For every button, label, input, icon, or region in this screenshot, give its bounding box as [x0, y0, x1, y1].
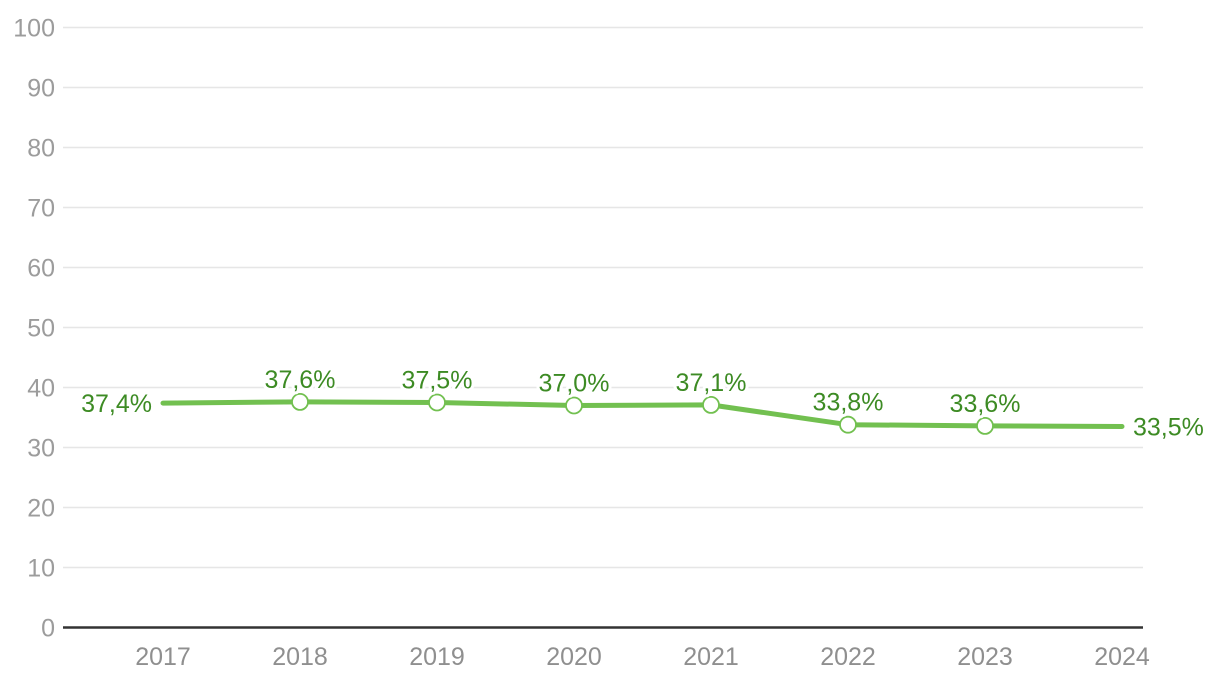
- x-tick-label-2017: 2017: [135, 643, 191, 671]
- data-label-2022: 33,8%: [813, 389, 884, 417]
- data-point-marker-2019: [428, 393, 446, 412]
- x-tick-label-2024: 2024: [1094, 643, 1150, 671]
- y-tick-label: 100: [13, 15, 55, 43]
- y-tick-label: 60: [27, 255, 55, 283]
- data-label-2019: 37,5%: [402, 367, 473, 395]
- x-tick-label-2020: 2020: [546, 643, 602, 671]
- data-label-2017: 37,4%: [81, 390, 152, 418]
- data-label-2024: 33,5%: [1133, 414, 1204, 442]
- y-tick-label: 90: [27, 75, 55, 103]
- data-point-marker-2021: [702, 395, 720, 414]
- y-tick-label: 20: [27, 495, 55, 523]
- y-tick-label: 40: [27, 375, 55, 403]
- data-label-2021: 37,1%: [676, 369, 747, 397]
- y-tick-label: 80: [27, 135, 55, 163]
- data-label-2023: 33,6%: [950, 390, 1021, 418]
- x-tick-label-2021: 2021: [683, 643, 739, 671]
- data-point-marker-2022: [839, 415, 857, 434]
- series-line: [160, 399, 1125, 429]
- data-point-marker-2023: [976, 416, 994, 435]
- data-point-marker-2020: [565, 396, 583, 415]
- x-tick-label-2023: 2023: [957, 643, 1013, 671]
- y-tick-label: 50: [27, 315, 55, 343]
- y-tick-label: 70: [27, 195, 55, 223]
- x-tick-label-2022: 2022: [820, 643, 876, 671]
- y-tick-label: 0: [41, 615, 55, 643]
- data-label-2018: 37,6%: [265, 366, 336, 394]
- x-tick-label-2018: 2018: [272, 643, 328, 671]
- x-tick-label-2019: 2019: [409, 643, 465, 671]
- y-tick-label: 30: [27, 435, 55, 463]
- data-label-2020: 37,0%: [539, 370, 610, 398]
- data-point-marker-2018: [291, 392, 309, 411]
- y-tick-label: 10: [27, 555, 55, 583]
